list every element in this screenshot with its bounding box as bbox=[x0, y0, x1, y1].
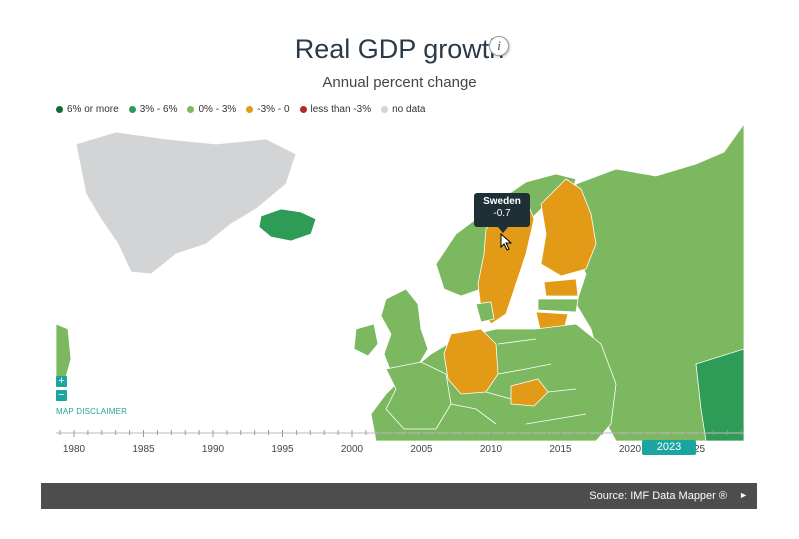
year-timeline[interactable]: 1980 1985 1990 1995 2000 2005 2010 2015 2020 25 bbox=[56, 428, 744, 458]
legend-swatch bbox=[381, 106, 389, 113]
hungary-region[interactable] bbox=[510, 378, 549, 407]
timeline-year-label[interactable]: 2005 bbox=[410, 444, 433, 455]
chart-subtitle: Annual percent change bbox=[322, 74, 477, 91]
russia-region[interactable] bbox=[570, 124, 744, 441]
legend-swatch bbox=[56, 106, 63, 113]
legend-label: no data bbox=[392, 104, 426, 115]
timeline-year-label[interactable]: 2020 bbox=[619, 444, 642, 455]
legend-item-0-to-3[interactable]: 0% - 3% bbox=[187, 104, 236, 115]
source-link[interactable]: Source: IMF Data Mapper ® bbox=[589, 490, 727, 502]
cursor-icon bbox=[500, 233, 513, 251]
legend-label: 0% - 3% bbox=[198, 104, 237, 115]
timeline-year-label[interactable]: 25 bbox=[694, 444, 706, 455]
legend-label: less than -3% bbox=[310, 104, 372, 115]
play-arrow-icon[interactable]: ► bbox=[739, 490, 748, 500]
map-disclaimer-link[interactable]: MAP DISCLAIMER bbox=[56, 407, 128, 416]
legend-swatch bbox=[299, 106, 307, 113]
timeline-year-label[interactable]: 2010 bbox=[480, 444, 503, 455]
europe-map[interactable] bbox=[56, 124, 744, 441]
france-region[interactable] bbox=[385, 361, 452, 430]
germany-region[interactable] bbox=[443, 328, 499, 395]
info-icon[interactable]: i bbox=[489, 36, 509, 56]
legend-swatch bbox=[246, 106, 254, 113]
ireland-region[interactable] bbox=[353, 323, 379, 357]
country-tooltip: Sweden -0.7 bbox=[474, 193, 530, 233]
iceland-region[interactable] bbox=[258, 208, 317, 242]
denmark-region[interactable] bbox=[475, 301, 495, 323]
estonia-region[interactable] bbox=[543, 278, 579, 297]
finland-region[interactable] bbox=[540, 178, 597, 277]
canada-region[interactable] bbox=[56, 323, 72, 385]
legend-label: -3% - 0 bbox=[257, 104, 290, 115]
timeline-year-label[interactable]: 1990 bbox=[202, 444, 225, 455]
chart-title: Real GDP growth bbox=[294, 34, 505, 64]
timeline-ticks bbox=[59, 430, 742, 437]
legend-item-less-than-minus3[interactable]: less than -3% bbox=[299, 104, 372, 115]
selected-year-badge[interactable]: 2023 bbox=[642, 440, 696, 455]
tooltip-country: Sweden bbox=[483, 196, 521, 207]
legend-label: 3% - 6% bbox=[139, 104, 178, 115]
footer-bar: Source: IMF Data Mapper ® ► bbox=[41, 483, 757, 509]
timeline-year-label[interactable]: 1985 bbox=[132, 444, 155, 455]
zoom-in-button[interactable]: + bbox=[56, 376, 67, 387]
timeline-year-label[interactable]: 2015 bbox=[549, 444, 572, 455]
timeline-year-label[interactable]: 1995 bbox=[271, 444, 294, 455]
borders bbox=[450, 338, 587, 425]
legend-item-no-data[interactable]: no data bbox=[381, 104, 425, 115]
greenland-region[interactable] bbox=[75, 131, 297, 275]
latvia-region[interactable] bbox=[537, 298, 579, 313]
timeline-year-label[interactable]: 1980 bbox=[63, 444, 86, 455]
kazakhstan-region[interactable] bbox=[695, 348, 744, 441]
legend: 6% or more 3% - 6% 0% - 3% -3% - 0 less … bbox=[56, 104, 425, 115]
legend-swatch bbox=[128, 106, 136, 113]
legend-item-6-or-more[interactable]: 6% or more bbox=[56, 104, 119, 115]
timeline-labels: 1980 1985 1990 1995 2000 2005 2010 2015 2020 25 bbox=[63, 444, 706, 455]
legend-swatch bbox=[187, 106, 195, 113]
legend-item-3-to-6[interactable]: 3% - 6% bbox=[128, 104, 178, 115]
zoom-out-button[interactable]: − bbox=[56, 390, 67, 401]
legend-label: 6% or more bbox=[67, 104, 119, 115]
legend-item-minus3-to-0[interactable]: -3% - 0 bbox=[246, 104, 290, 115]
tooltip-value: -0.7 bbox=[493, 208, 511, 219]
timeline-year-label[interactable]: 2000 bbox=[341, 444, 364, 455]
